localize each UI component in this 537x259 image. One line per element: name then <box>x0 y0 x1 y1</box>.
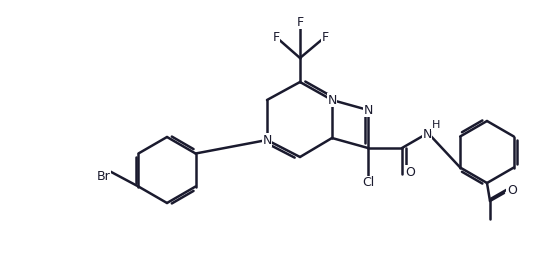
Text: N: N <box>422 127 432 140</box>
Text: F: F <box>272 31 280 44</box>
Text: O: O <box>405 166 415 178</box>
Text: N: N <box>328 93 337 106</box>
Text: N: N <box>262 133 272 147</box>
Text: F: F <box>322 31 329 44</box>
Text: F: F <box>296 16 303 28</box>
Text: N: N <box>364 104 373 117</box>
Text: H: H <box>432 120 440 130</box>
Text: Br: Br <box>97 170 110 183</box>
Text: Cl: Cl <box>362 176 374 190</box>
Text: O: O <box>507 184 517 198</box>
